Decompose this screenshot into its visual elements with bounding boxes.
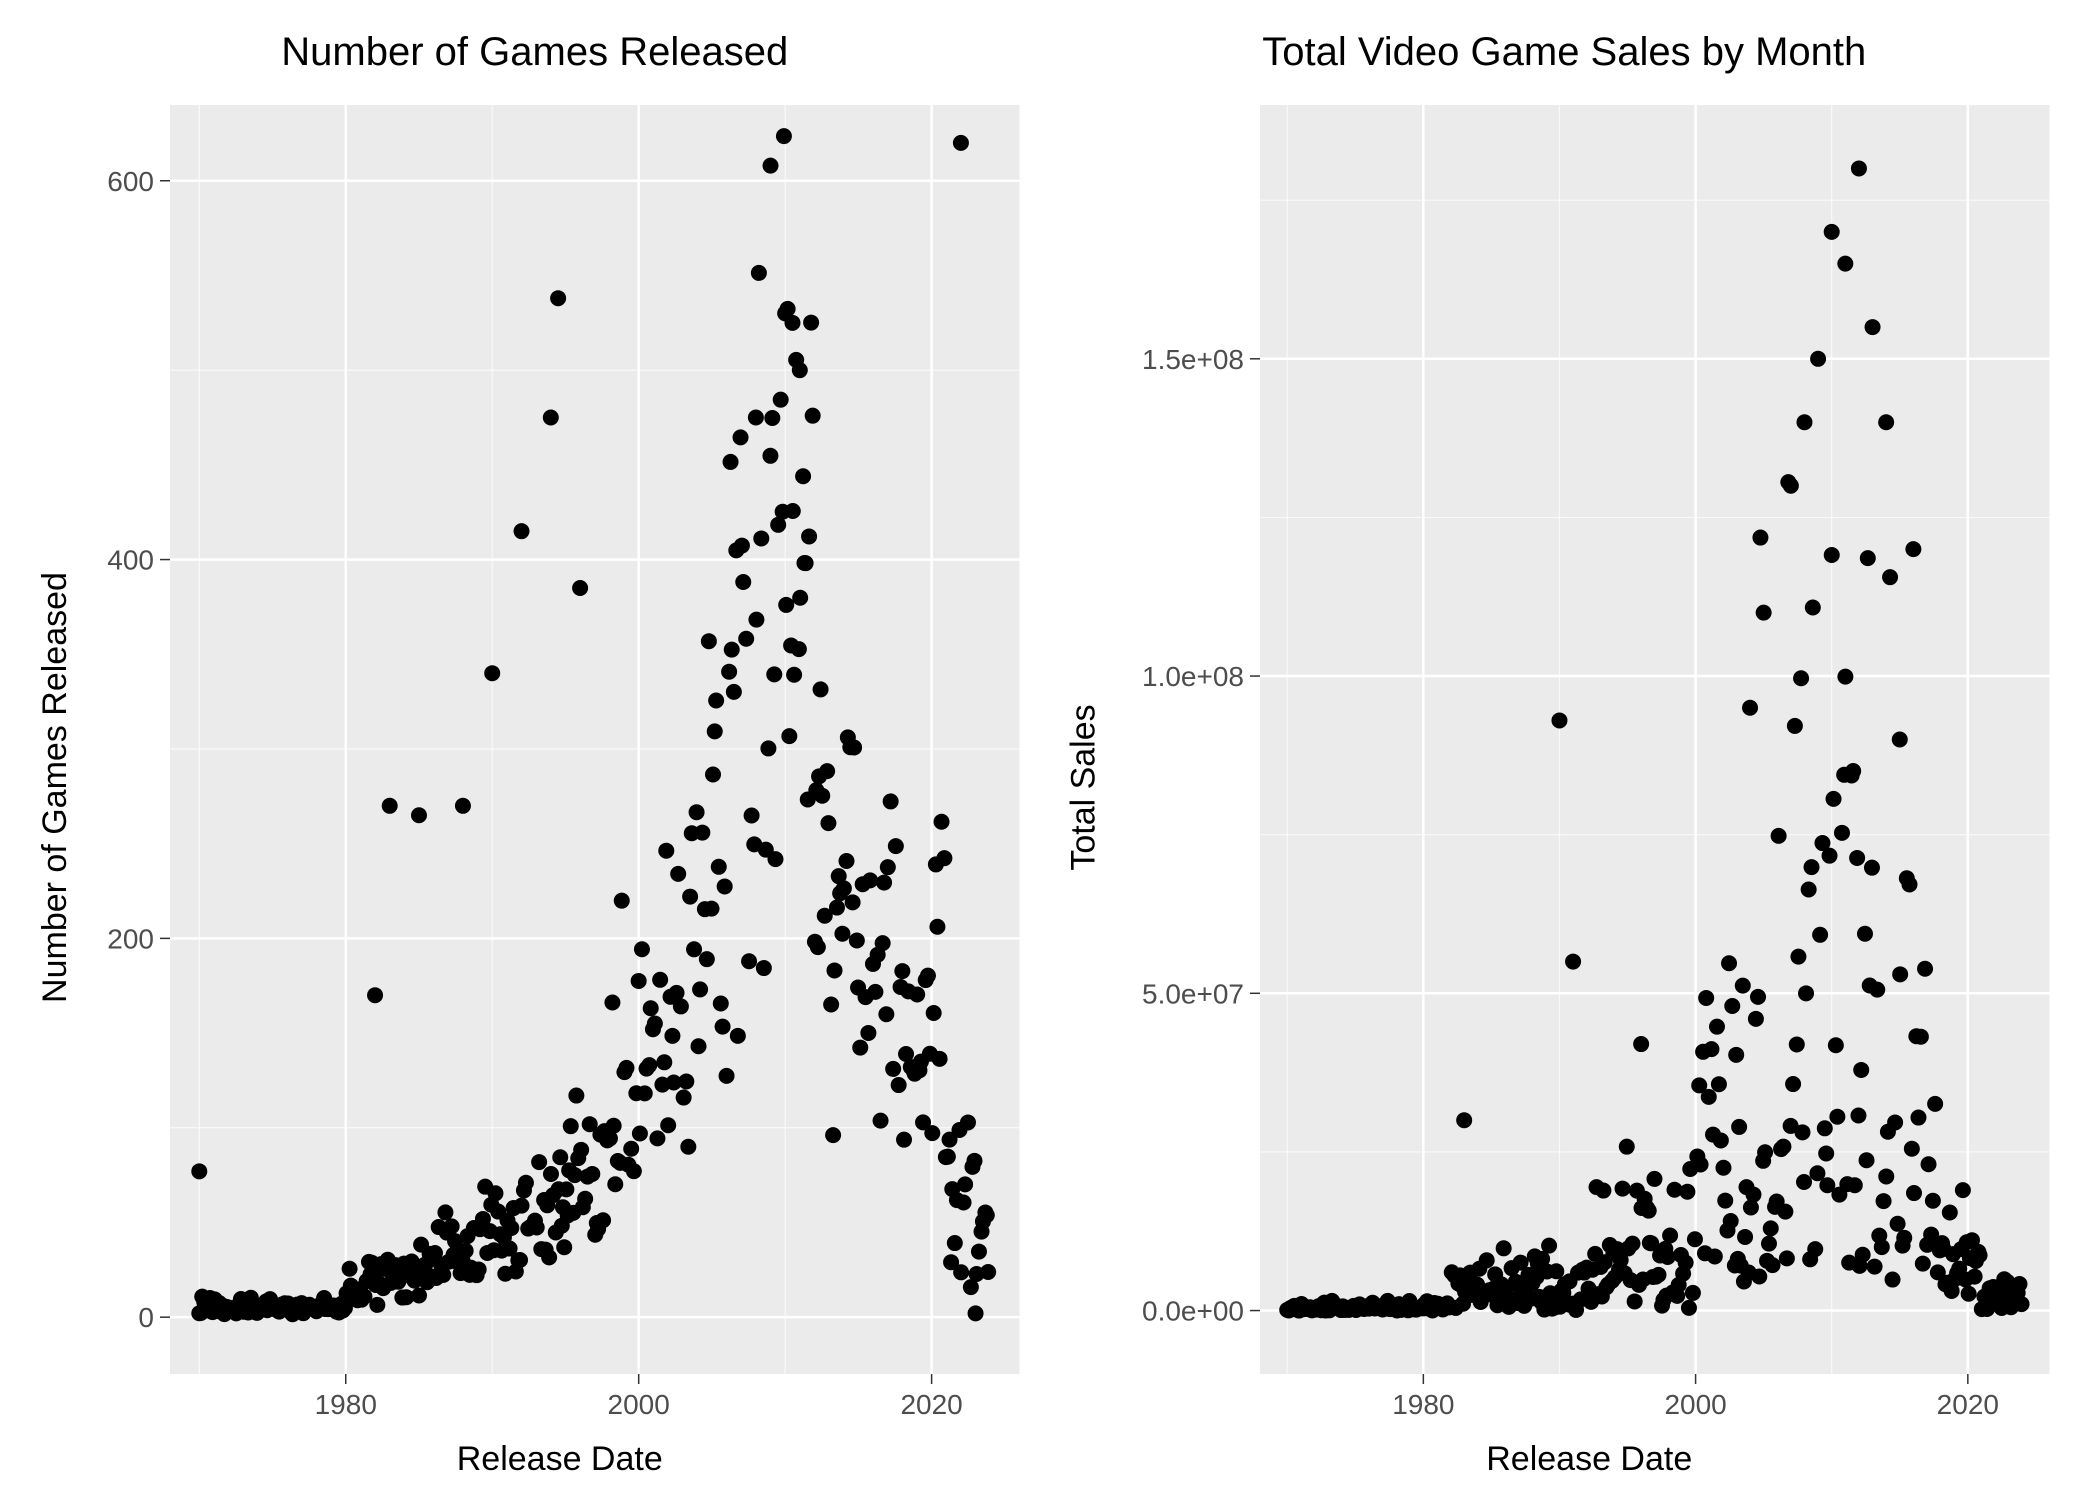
right-ylabel-wrap: Total Sales (1060, 95, 1110, 1479)
left-title: Number of Games Released (281, 30, 788, 75)
right-title: Total Video Game Sales by Month (1262, 30, 1866, 75)
left-svg-box: 1980 2000 2020 0 200 400 600 (80, 95, 1040, 1434)
left-ylabel: Number of Games Released (36, 572, 75, 1003)
left-panel: Number of Games Released Number of Games… (20, 20, 1050, 1479)
svg-text:5.0e+07: 5.0e+07 (1142, 978, 1244, 1009)
svg-text:400: 400 (107, 545, 154, 576)
right-panel: Total Video Game Sales by Month Total Sa… (1050, 20, 2080, 1479)
svg-text:1980: 1980 (315, 1389, 377, 1420)
svg-text:0: 0 (138, 1302, 154, 1333)
chart-container: Number of Games Released Number of Games… (0, 0, 2099, 1499)
svg-text:600: 600 (107, 166, 154, 197)
left-plot-wrap: Number of Games Released 1980 2000 2020 0 20… (30, 95, 1040, 1479)
left-chart-svg: 1980 2000 2020 0 200 400 600 (80, 95, 1040, 1434)
svg-text:2020: 2020 (1936, 1389, 1998, 1420)
svg-text:2000: 2000 (1664, 1389, 1726, 1420)
svg-text:1.0e+08: 1.0e+08 (1142, 661, 1244, 692)
left-plot-col: 1980 2000 2020 0 200 400 600 Release Date (80, 95, 1040, 1479)
left-xlabel: Release Date (80, 1440, 1040, 1479)
right-plot-wrap: Total Sales 1980 2000 2020 0.0e+00 5.0e+07 1.… (1060, 95, 2070, 1479)
right-plot-col: 1980 2000 2020 0.0e+00 5.0e+07 1.0e+08 1.5e+08… (1110, 95, 2070, 1479)
svg-text:2020: 2020 (900, 1389, 962, 1420)
svg-text:1980: 1980 (1392, 1389, 1454, 1420)
svg-text:1.5e+08: 1.5e+08 (1142, 344, 1244, 375)
svg-text:0.0e+00: 0.0e+00 (1142, 1296, 1244, 1327)
right-ylabel: Total Sales (1065, 704, 1104, 870)
right-xlabel: Release Date (1110, 1440, 2070, 1479)
svg-text:2000: 2000 (608, 1389, 670, 1420)
right-svg-box: 1980 2000 2020 0.0e+00 5.0e+07 1.0e+08 1.5e+08 (1110, 95, 2070, 1434)
svg-text:200: 200 (107, 923, 154, 954)
right-chart-svg: 1980 2000 2020 0.0e+00 5.0e+07 1.0e+08 1.5e+08 (1110, 95, 2070, 1434)
left-ylabel-wrap: Number of Games Released (30, 95, 80, 1479)
